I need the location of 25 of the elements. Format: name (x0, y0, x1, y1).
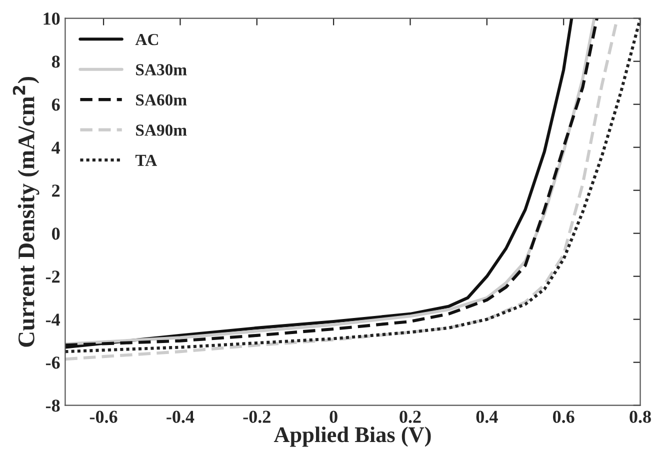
x-tick-label: 0.8 (630, 410, 651, 423)
y-tick-label: -4 (46, 314, 60, 326)
x-tick-label: 0.2 (400, 410, 421, 423)
y-tick-label: -8 (46, 400, 60, 412)
x-axis-title: Applied Bias (V) (274, 426, 431, 447)
y-tick-label: 10 (44, 12, 60, 25)
y-tick-label: -2 (46, 270, 60, 283)
legend-label: SA30m (136, 64, 187, 76)
y-tick-label: 8 (52, 56, 60, 68)
legend-label: TA (135, 154, 157, 166)
x-tick-label: -0.6 (90, 410, 118, 423)
y-tick-label: 0 (52, 228, 60, 240)
y-axis-title: Current Density (mA/cm$^{2}$) (12, 76, 40, 347)
x-tick-label: 0.4 (476, 410, 498, 423)
y-tick-label: -6 (46, 356, 60, 369)
y-tick-label: 2 (52, 184, 60, 197)
x-tick-label: -0.2 (243, 410, 270, 423)
y-tick-label: 4 (52, 142, 60, 154)
legend-label: AC (135, 34, 158, 46)
y-tick-label: 6 (52, 98, 60, 111)
legend-label: SA60m (136, 94, 187, 106)
x-tick-label: -0.4 (166, 410, 194, 423)
legend-label: SA90m (136, 124, 187, 136)
x-tick-label: 0.6 (552, 410, 574, 423)
x-tick-label: 0 (330, 410, 338, 423)
